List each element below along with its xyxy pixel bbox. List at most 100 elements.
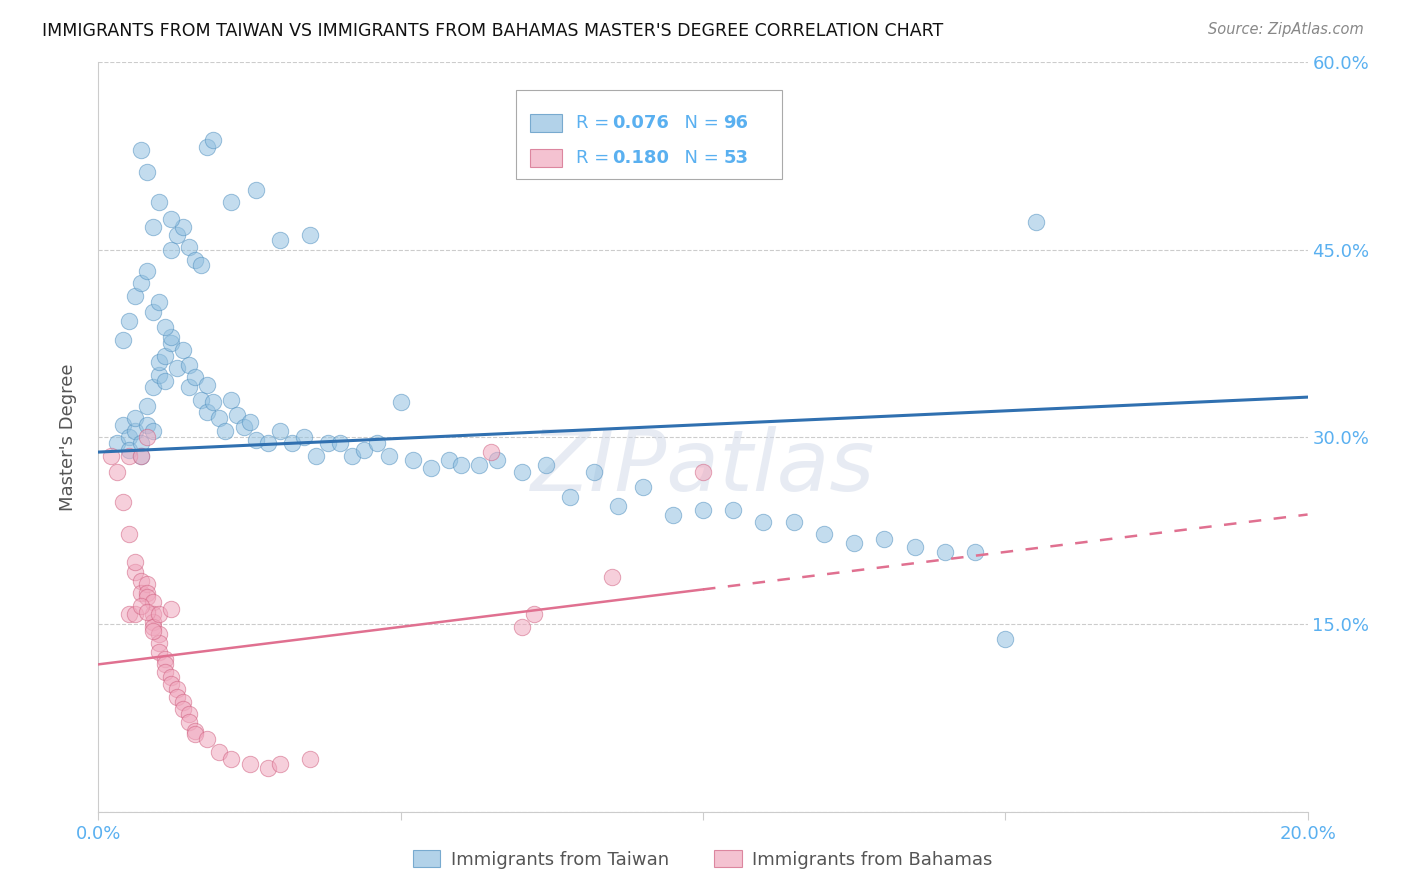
Point [148, 645, 170, 659]
Text: N =: N = [673, 114, 724, 132]
Point [153, 374, 176, 388]
Point [142, 424, 165, 438]
FancyBboxPatch shape [516, 90, 782, 178]
Point [195, 377, 218, 392]
Point [377, 449, 399, 463]
Point [239, 415, 262, 429]
Point [934, 545, 956, 559]
Point [208, 411, 231, 425]
Point [111, 495, 134, 509]
Point [631, 480, 654, 494]
Point [195, 405, 218, 419]
Point [661, 508, 683, 522]
Point [148, 636, 170, 650]
Text: 0.076: 0.076 [613, 114, 669, 132]
Point [523, 607, 546, 622]
Point [160, 677, 183, 691]
Point [135, 586, 157, 600]
Point [299, 227, 322, 242]
Point [160, 330, 183, 344]
Point [202, 395, 225, 409]
Point [148, 607, 170, 622]
Point [142, 624, 165, 638]
Point [179, 380, 201, 394]
Point [142, 380, 165, 394]
Point [269, 424, 291, 438]
Point [118, 527, 141, 541]
Point [723, 502, 745, 516]
Point [135, 430, 157, 444]
Point [135, 165, 157, 179]
Point [153, 665, 176, 679]
Point [142, 595, 165, 609]
Point [129, 277, 152, 291]
Point [166, 227, 188, 242]
Point [329, 436, 352, 450]
Point [468, 458, 491, 472]
Point [135, 605, 157, 619]
Point [129, 449, 152, 463]
Point [420, 461, 443, 475]
Legend: Immigrants from Taiwan, Immigrants from Bahamas: Immigrants from Taiwan, Immigrants from … [406, 843, 1000, 876]
Point [965, 545, 987, 559]
Point [316, 436, 339, 450]
Text: 96: 96 [724, 114, 748, 132]
Point [160, 602, 183, 616]
Point [184, 370, 207, 384]
Point [148, 295, 170, 310]
Point [510, 465, 533, 479]
Point [172, 695, 194, 709]
Point [292, 430, 315, 444]
Point [124, 424, 146, 438]
Text: R =: R = [576, 114, 614, 132]
Point [118, 607, 141, 622]
Point [160, 336, 183, 351]
Text: IMMIGRANTS FROM TAIWAN VS IMMIGRANTS FROM BAHAMAS MASTER'S DEGREE CORRELATION CH: IMMIGRANTS FROM TAIWAN VS IMMIGRANTS FRO… [42, 22, 943, 40]
Point [129, 574, 152, 588]
Point [124, 411, 146, 425]
Point [190, 258, 212, 272]
Point [160, 211, 183, 226]
Point [583, 465, 606, 479]
Point [232, 420, 254, 434]
Point [184, 252, 207, 267]
Point [124, 565, 146, 579]
Point [245, 183, 267, 197]
Point [221, 195, 243, 210]
Point [221, 752, 243, 766]
Point [1024, 215, 1046, 229]
Point [184, 723, 207, 738]
Point [129, 586, 152, 600]
Point [118, 449, 141, 463]
Point [118, 430, 141, 444]
Point [299, 752, 322, 766]
Point [148, 195, 170, 210]
Point [221, 392, 243, 407]
Point [602, 570, 624, 584]
Point [166, 361, 188, 376]
Point [148, 368, 170, 382]
Point [208, 745, 231, 759]
Point [124, 289, 146, 303]
Bar [530, 149, 561, 167]
Point [510, 620, 533, 634]
Point [281, 436, 304, 450]
Point [904, 540, 927, 554]
Point [148, 627, 170, 641]
Point [124, 555, 146, 569]
Point [179, 358, 201, 372]
Point [135, 417, 157, 432]
Point [245, 433, 267, 447]
Point [305, 449, 328, 463]
Text: R =: R = [576, 149, 614, 167]
Point [844, 536, 866, 550]
Point [486, 452, 509, 467]
Point [256, 761, 278, 775]
Point [342, 449, 364, 463]
Point [160, 670, 183, 684]
Point [558, 490, 581, 504]
Point [873, 533, 896, 547]
Point [172, 702, 194, 716]
Point [994, 632, 1017, 647]
Point [129, 143, 152, 157]
